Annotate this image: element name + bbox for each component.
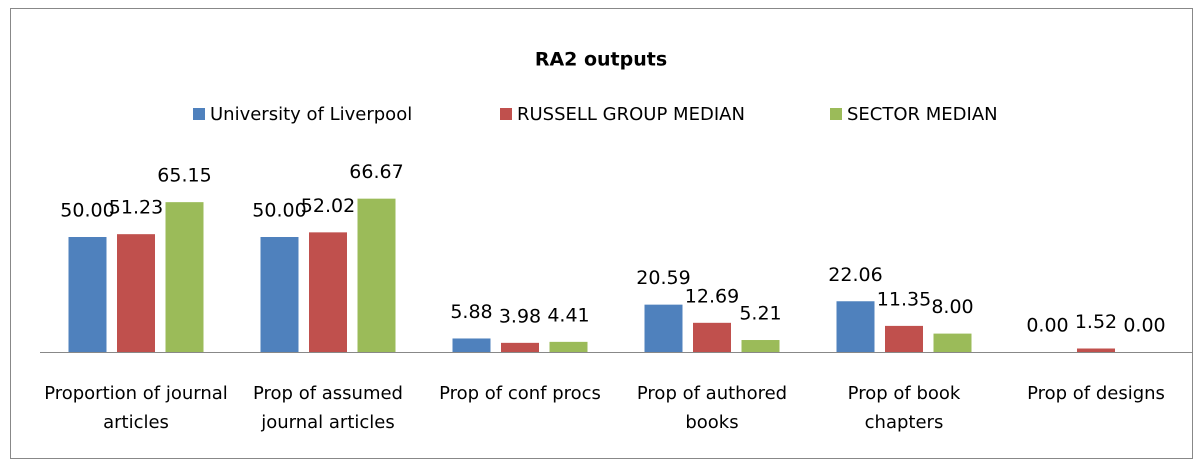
legend-swatch <box>500 108 512 120</box>
data-label: 5.88 <box>450 301 492 323</box>
bar <box>549 341 588 352</box>
bar <box>452 338 491 352</box>
data-label: 50.00 <box>60 200 114 222</box>
data-label: 66.67 <box>349 161 403 183</box>
bar <box>165 202 204 352</box>
legend-label: SECTOR MEDIAN <box>847 104 998 125</box>
data-label: 51.23 <box>109 197 163 219</box>
data-label: 1.52 <box>1075 311 1117 333</box>
legend-label: University of Liverpool <box>210 104 412 125</box>
bar <box>501 342 539 352</box>
data-label: 3.98 <box>499 305 541 327</box>
data-label: 50.00 <box>252 200 306 222</box>
bar <box>117 234 155 352</box>
data-label: 52.02 <box>301 195 355 217</box>
bar <box>885 325 923 352</box>
data-label: 0.00 <box>1026 315 1068 337</box>
data-label: 22.06 <box>828 264 882 286</box>
chart-border <box>10 8 1193 459</box>
bar <box>933 333 972 352</box>
bar <box>357 198 396 352</box>
x-tick-label: Prop of assumed journal articles <box>252 383 403 433</box>
legend-label: RUSSELL GROUP MEDIAN <box>517 104 745 125</box>
bar <box>68 237 107 352</box>
data-label: 4.41 <box>547 304 589 326</box>
bar <box>741 340 780 352</box>
x-tick-label: Prop of book chapters <box>847 383 961 433</box>
legend-swatch <box>193 108 205 120</box>
data-label: 12.69 <box>685 285 739 307</box>
x-tick-label: Prop of conf procs <box>439 383 601 404</box>
x-tick-label: Proportion of journal articles <box>44 383 228 433</box>
data-label: 65.15 <box>157 165 211 187</box>
x-tick-label: Prop of designs <box>1027 383 1165 404</box>
data-label: 0.00 <box>1123 315 1165 337</box>
bar <box>836 301 875 352</box>
legend-swatch <box>830 108 842 120</box>
chart-title: RA2 outputs <box>535 49 667 71</box>
bar <box>309 232 347 352</box>
data-label: 20.59 <box>636 267 690 289</box>
data-label: 11.35 <box>877 288 931 310</box>
bar <box>260 237 299 352</box>
bar <box>693 322 731 352</box>
data-label: 5.21 <box>739 303 781 325</box>
x-tick-label: Prop of authored books <box>636 383 788 433</box>
data-label: 8.00 <box>931 296 973 318</box>
bar <box>644 304 683 352</box>
bar <box>1077 348 1115 352</box>
